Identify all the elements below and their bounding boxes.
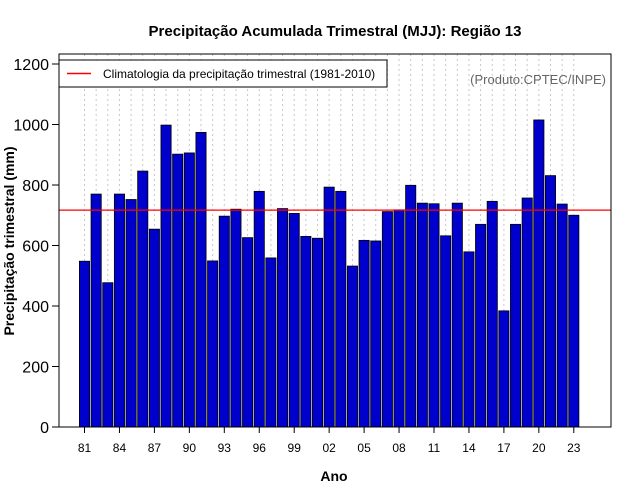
y-tick-label: 200	[22, 360, 49, 377]
bar-1999	[288, 213, 300, 428]
bar-2010	[416, 202, 428, 428]
x-tick-label: 05	[357, 441, 371, 455]
bar-2012	[440, 235, 452, 428]
bar-2016	[486, 200, 498, 428]
y-axis: 0 200 400 600 800 1000 1200	[13, 57, 59, 437]
bar-2022	[556, 203, 568, 428]
bar-2006	[370, 240, 382, 428]
bar-1984	[113, 193, 125, 428]
x-axis: 81 84 87 90 93 96 99 02 05 08 11 14 17 20 23	[78, 427, 581, 455]
bar-2017	[498, 310, 510, 428]
bar-1987	[148, 228, 160, 428]
bar-2003	[335, 190, 347, 428]
bar-1994	[230, 208, 242, 428]
bar-2005	[358, 239, 370, 428]
y-axis-label: Precipitação trimestral (mm)	[1, 146, 17, 335]
y-tick-label: 1200	[13, 57, 49, 74]
x-tick-label: 20	[532, 441, 546, 455]
legend-box	[58, 59, 388, 88]
bar-2018	[510, 223, 522, 428]
bar-2013	[451, 202, 463, 428]
x-tick-label: 90	[183, 441, 197, 455]
x-tick-label: 17	[497, 441, 511, 455]
bar-2020	[533, 119, 545, 428]
bar-2008	[393, 209, 405, 428]
bar-1989	[172, 153, 184, 428]
bar-2011	[428, 203, 440, 428]
x-tick-label: 23	[567, 441, 581, 455]
bar-2023	[568, 214, 580, 428]
x-tick-label: 93	[218, 441, 232, 455]
y-tick-label: 1000	[13, 118, 49, 135]
bar-1996	[253, 190, 265, 428]
x-tick-label: 87	[148, 441, 162, 455]
bar-2014	[463, 251, 475, 428]
bar-2002	[323, 186, 335, 428]
plot-frame	[58, 53, 612, 428]
x-tick-label: 14	[462, 441, 476, 455]
bar-1981	[79, 260, 91, 428]
bar-1991	[195, 131, 207, 428]
bar-2019	[521, 197, 533, 428]
x-tick-label: 84	[113, 441, 127, 455]
x-tick-label: 81	[78, 441, 92, 455]
bar-2000	[300, 236, 312, 428]
bar-1993	[218, 215, 230, 428]
bar-2021	[545, 175, 557, 428]
x-tick-label: 96	[253, 441, 267, 455]
bars-group	[79, 119, 580, 428]
bar-2007	[381, 211, 393, 428]
bar-1995	[242, 237, 254, 428]
bar-1992	[207, 260, 219, 428]
x-tick-label: 08	[392, 441, 406, 455]
bar-1988	[160, 124, 172, 428]
bar-2015	[475, 223, 487, 428]
legend-climatology-label: Climatologia da precipitação trimestral …	[103, 67, 375, 81]
x-tick-label: 02	[322, 441, 336, 455]
bar-1985	[125, 199, 137, 428]
bar-1990	[183, 152, 195, 428]
y-tick-label: 0	[40, 420, 49, 437]
y-tick-label: 600	[22, 239, 49, 256]
bar-1983	[102, 282, 114, 428]
bar-1997	[265, 257, 277, 428]
bar-2009	[405, 184, 417, 428]
bar-1982	[90, 193, 102, 428]
bar-2004	[346, 265, 358, 428]
x-tick-label: 11	[428, 441, 441, 455]
y-tick-label: 400	[22, 299, 49, 316]
y-tick-label: 800	[22, 178, 49, 195]
legend: Climatologia da precipitação trimestral …	[58, 59, 388, 88]
x-axis-label: Ano	[320, 468, 347, 484]
chart-title: Precipitação Acumulada Trimestral (MJJ):…	[149, 23, 522, 40]
bar-1998	[277, 208, 289, 428]
bar-2001	[311, 237, 323, 428]
x-tick-label: 99	[288, 441, 302, 455]
product-credit: (Produto:CPTEC/INPE)	[470, 72, 606, 87]
